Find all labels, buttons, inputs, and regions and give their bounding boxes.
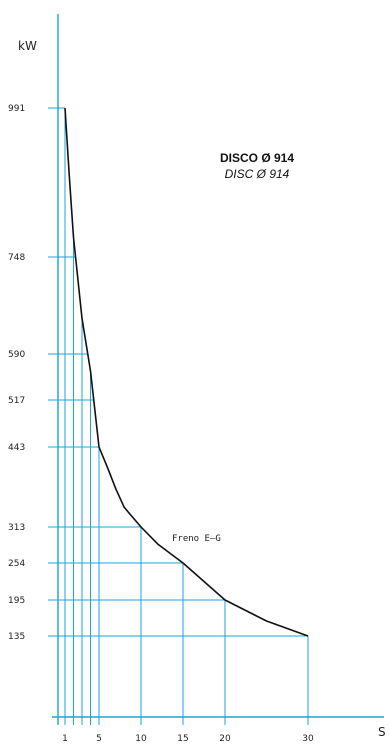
- series-group: [65, 108, 308, 636]
- curve-annotation: Freno E–G: [172, 534, 221, 544]
- y-tick-label: 195: [8, 596, 25, 606]
- y-tick-label: 313: [8, 523, 25, 533]
- y-tick-label: 991: [8, 104, 25, 114]
- x-axis-unit: S: [378, 725, 386, 739]
- chart-subtitle: DISC Ø 914: [225, 167, 290, 181]
- x-tick-label: 5: [96, 734, 102, 744]
- y-tick-label: 135: [8, 632, 25, 642]
- grid-lines: [48, 108, 308, 725]
- axes: [52, 14, 384, 725]
- x-tick-label: 10: [135, 734, 147, 744]
- y-axis-unit: kW: [18, 39, 37, 53]
- x-tick-label: 30: [302, 734, 314, 744]
- y-tick-label: 590: [8, 350, 25, 360]
- y-tick-label: 443: [8, 443, 25, 453]
- y-tick-label: 748: [8, 253, 25, 263]
- power-curve: [65, 108, 308, 636]
- x-tick-label: 1: [62, 734, 68, 744]
- chart-title: DISCO Ø 914: [220, 151, 294, 165]
- y-tick-label: 254: [8, 559, 25, 569]
- y-tick-label: 517: [8, 396, 25, 406]
- x-tick-label: 20: [219, 734, 231, 744]
- x-tick-label: 15: [177, 734, 188, 744]
